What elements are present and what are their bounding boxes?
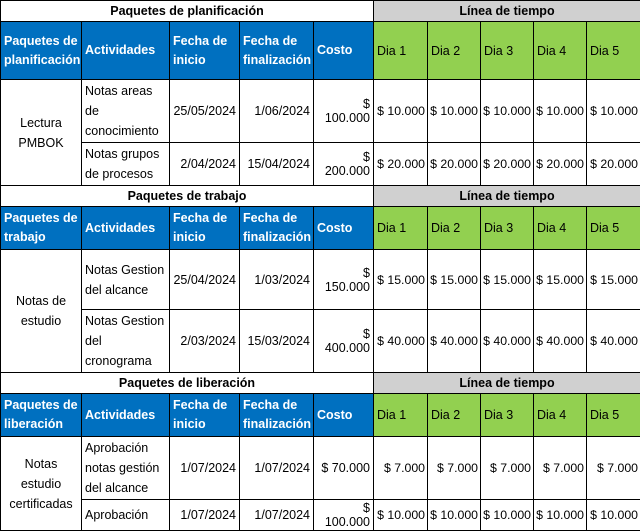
day-1-cell: $ 15.000	[374, 250, 428, 310]
day-5-cell: $ 7.000	[587, 437, 640, 500]
start-date-cell: 2/04/2024	[170, 143, 240, 186]
header-day-2: Dia 2	[428, 207, 481, 250]
header-day-4: Dia 4	[534, 394, 587, 437]
header-package: Paquetes de planificación	[1, 22, 82, 80]
activity-cell: Notas grupos de procesos	[82, 143, 170, 186]
day-1-cell: $ 7.000	[374, 437, 428, 500]
header-day-4: Dia 4	[534, 22, 587, 80]
header-day-5: Dia 5	[587, 394, 640, 437]
day-2-cell: $ 20.000	[428, 143, 481, 186]
day-2-cell: $ 40.000	[428, 310, 481, 373]
header-activities: Actividades	[82, 207, 170, 250]
day-4-cell: $ 40.000	[534, 310, 587, 373]
cost-cell: $ 100.000	[314, 500, 374, 531]
cost-cell: $ 70.000	[314, 437, 374, 500]
header-day-1: Dia 1	[374, 22, 428, 80]
start-date-cell: 2/03/2024	[170, 310, 240, 373]
header-package: Paquetes de liberación	[1, 394, 82, 437]
header-cost: Costo	[314, 22, 374, 80]
timeline-title: Línea de tiempo	[374, 1, 640, 22]
header-day-2: Dia 2	[428, 394, 481, 437]
activity-cell: Notas Gestion del cronograma	[82, 310, 170, 373]
start-date-cell: 1/07/2024	[170, 500, 240, 531]
day-4-cell: $ 15.000	[534, 250, 587, 310]
header-day-2: Dia 2	[428, 22, 481, 80]
timeline-title: Línea de tiempo	[374, 186, 640, 207]
header-activities: Actividades	[82, 22, 170, 80]
day-5-cell: $ 10.000	[587, 500, 640, 531]
day-2-cell: $ 10.000	[428, 80, 481, 143]
start-date-cell: 25/04/2024	[170, 250, 240, 310]
day-3-cell: $ 10.000	[481, 80, 534, 143]
day-1-cell: $ 20.000	[374, 143, 428, 186]
day-4-cell: $ 20.000	[534, 143, 587, 186]
header-day-3: Dia 3	[481, 207, 534, 250]
cost-cell: $ 400.000	[314, 310, 374, 373]
section-title: Paquetes de liberación	[1, 373, 374, 394]
day-3-cell: $ 15.000	[481, 250, 534, 310]
day-3-cell: $ 7.000	[481, 437, 534, 500]
day-3-cell: $ 20.000	[481, 143, 534, 186]
cost-cell: $ 100.000	[314, 80, 374, 143]
header-day-5: Dia 5	[587, 22, 640, 80]
header-end-date: Fecha de finalización	[240, 207, 314, 250]
activity-cell: Aprobación	[82, 500, 170, 531]
day-1-cell: $ 10.000	[374, 80, 428, 143]
day-5-cell: $ 10.000	[587, 80, 640, 143]
package-cell: Lectura PMBOK	[1, 80, 82, 186]
header-package: Paquetes de trabajo	[1, 207, 82, 250]
end-date-cell: 1/06/2024	[240, 80, 314, 143]
header-cost: Costo	[314, 394, 374, 437]
header-day-1: Dia 1	[374, 207, 428, 250]
section-title: Paquetes de planificación	[1, 1, 374, 22]
end-date-cell: 1/03/2024	[240, 250, 314, 310]
day-1-cell: $ 40.000	[374, 310, 428, 373]
header-start-date: Fecha de inicio	[170, 207, 240, 250]
cost-cell: $ 200.000	[314, 143, 374, 186]
package-cell: Notas estudio certificadas	[1, 437, 82, 531]
activity-cell: Aprobación notas gestión del alcance	[82, 437, 170, 500]
day-2-cell: $ 7.000	[428, 437, 481, 500]
header-day-3: Dia 3	[481, 22, 534, 80]
header-day-5: Dia 5	[587, 207, 640, 250]
header-end-date: Fecha de finalización	[240, 394, 314, 437]
day-4-cell: $ 7.000	[534, 437, 587, 500]
start-date-cell: 25/05/2024	[170, 80, 240, 143]
header-activities: Actividades	[82, 394, 170, 437]
day-5-cell: $ 20.000	[587, 143, 640, 186]
end-date-cell: 15/03/2024	[240, 310, 314, 373]
day-2-cell: $ 15.000	[428, 250, 481, 310]
header-start-date: Fecha de inicio	[170, 22, 240, 80]
day-5-cell: $ 15.000	[587, 250, 640, 310]
activity-cell: Notas Gestion del alcance	[82, 250, 170, 310]
day-2-cell: $ 10.000	[428, 500, 481, 531]
timeline-title: Línea de tiempo	[374, 373, 640, 394]
cost-cell: $ 150.000	[314, 250, 374, 310]
day-4-cell: $ 10.000	[534, 80, 587, 143]
day-4-cell: $ 10.000	[534, 500, 587, 531]
activity-cell: Notas areas de conocimiento	[82, 80, 170, 143]
header-start-date: Fecha de inicio	[170, 394, 240, 437]
end-date-cell: 1/07/2024	[240, 437, 314, 500]
header-day-3: Dia 3	[481, 394, 534, 437]
end-date-cell: 15/04/2024	[240, 143, 314, 186]
header-end-date: Fecha de finalización	[240, 22, 314, 80]
section-title: Paquetes de trabajo	[1, 186, 374, 207]
day-1-cell: $ 10.000	[374, 500, 428, 531]
day-3-cell: $ 40.000	[481, 310, 534, 373]
end-date-cell: 1/07/2024	[240, 500, 314, 531]
header-cost: Costo	[314, 207, 374, 250]
header-day-1: Dia 1	[374, 394, 428, 437]
start-date-cell: 1/07/2024	[170, 437, 240, 500]
day-5-cell: $ 40.000	[587, 310, 640, 373]
header-day-4: Dia 4	[534, 207, 587, 250]
package-cell: Notas de estudio	[1, 250, 82, 373]
day-3-cell: $ 10.000	[481, 500, 534, 531]
